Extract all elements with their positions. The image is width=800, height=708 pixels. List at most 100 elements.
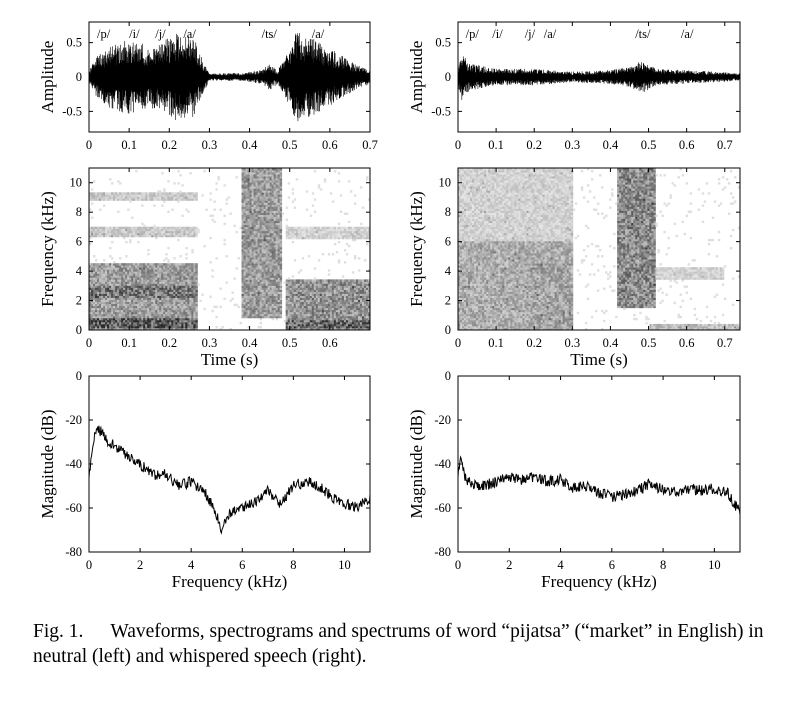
panel-neutral-spectrum: 0 2 4 6 8 10 0 -20 -40 -60 -80 Magnitude (dB) Freque… <box>38 369 371 591</box>
y-axis-label: Frequency (kHz) <box>38 191 57 307</box>
y-tick-label: -0.5 <box>431 104 451 118</box>
y-tick-label: 0.5 <box>66 36 82 50</box>
phoneme-label: /ts/ <box>635 27 651 41</box>
x-tick-label: 0.7 <box>717 336 733 350</box>
y-tick-label: 6 <box>76 235 82 249</box>
y-tick-label: -80 <box>434 545 451 559</box>
plot-area <box>89 33 370 122</box>
x-tick-label: 0.6 <box>322 138 338 152</box>
figure-caption: Fig. 1. Waveforms, spectrograms and spect… <box>33 619 773 669</box>
x-tick-label: 6 <box>239 558 245 572</box>
y-axis-label: Magnitude (dB) <box>38 409 57 518</box>
y-tick-label: 10 <box>439 176 452 190</box>
x-tick-label: 4 <box>557 558 564 572</box>
y-axis-label: Frequency (kHz) <box>407 191 426 307</box>
phoneme-label: /ts/ <box>262 27 278 41</box>
x-tick-label: 0.1 <box>488 138 504 152</box>
x-tick-label: 0.4 <box>242 138 258 152</box>
y-tick-label: -0.5 <box>62 104 82 118</box>
plot-area <box>89 425 370 535</box>
x-tick-label: 0.5 <box>641 138 657 152</box>
panel-neutral-waveform: 0 0.1 0.2 0.3 0.4 0.5 0.6 0.7 0.5 0 -0.5 Amplitude /… <box>38 21 378 152</box>
plot-area <box>458 168 740 330</box>
y-axis-label: Amplitude <box>407 41 426 114</box>
y-tick-label: 8 <box>445 205 451 219</box>
y-tick-label: -60 <box>434 501 451 515</box>
phoneme-label: /a/ <box>544 27 557 41</box>
x-tick-label: 0 <box>455 336 461 350</box>
y-axis-label: Magnitude (dB) <box>407 409 426 518</box>
x-tick-label: 0 <box>455 558 461 572</box>
waveform-trace <box>89 33 370 122</box>
panel-whispered-spectrum: 0 2 4 6 8 10 0 -20 -40 -60 -80 Magnitude (dB) Freque… <box>407 369 741 591</box>
x-tick-label: 0.4 <box>242 336 258 350</box>
x-tick-label: 0.4 <box>603 138 619 152</box>
x-tick-label: 4 <box>188 558 195 572</box>
phoneme-label: /a/ <box>681 27 694 41</box>
phoneme-label: /p/ <box>97 27 111 41</box>
phoneme-label: /j/ <box>155 27 166 41</box>
axes-frame <box>88 167 371 331</box>
phoneme-label: /i/ <box>129 27 140 41</box>
phoneme-label: /i/ <box>492 27 503 41</box>
x-tick-label: 0 <box>86 558 92 572</box>
x-tick-label: 0.5 <box>282 138 298 152</box>
x-tick-label: 0.6 <box>679 138 695 152</box>
y-tick-label: 0 <box>445 369 451 383</box>
phoneme-label: /p/ <box>466 27 480 41</box>
x-tick-label: 8 <box>290 558 296 572</box>
y-tick-label: -60 <box>65 501 82 515</box>
x-tick-label: 0 <box>86 138 92 152</box>
x-tick-label: 0.3 <box>565 138 581 152</box>
y-tick-label: 6 <box>445 235 451 249</box>
figure: 0 0.1 0.2 0.3 0.4 0.5 0.6 0.7 0.5 0 -0.5 Amplitude /… <box>38 21 741 591</box>
y-tick-label: 0 <box>76 323 82 337</box>
x-tick-label: 0.6 <box>322 336 338 350</box>
x-axis-label: Time (s) <box>201 350 258 369</box>
x-tick-label: 8 <box>660 558 666 572</box>
x-tick-label: 2 <box>137 558 143 572</box>
plot-area <box>458 56 740 100</box>
y-tick-label: -20 <box>434 413 451 427</box>
y-tick-label: 0 <box>445 70 451 84</box>
spectrum-line <box>458 455 740 515</box>
x-tick-label: 10 <box>708 558 721 572</box>
y-tick-label: -40 <box>65 457 82 471</box>
y-tick-label: 4 <box>445 264 452 278</box>
x-tick-label: 0.3 <box>565 336 581 350</box>
x-tick-label: 10 <box>338 558 351 572</box>
plot-area <box>89 168 370 330</box>
x-tick-label: 6 <box>609 558 615 572</box>
x-tick-label: 0.7 <box>717 138 733 152</box>
x-tick-label: 0.2 <box>161 336 177 350</box>
x-tick-label: 0.1 <box>121 138 137 152</box>
y-tick-label: 2 <box>76 294 82 308</box>
x-tick-label: 0 <box>455 138 461 152</box>
y-tick-label: 0 <box>445 323 451 337</box>
phoneme-label: /a/ <box>312 27 325 41</box>
waveform-trace <box>458 56 740 100</box>
x-tick-label: 0.7 <box>362 138 378 152</box>
caption-text: Waveforms, spectrograms and spectrums of… <box>33 621 764 667</box>
axes-frame <box>457 167 741 331</box>
x-tick-label: 0 <box>86 336 92 350</box>
caption-label: Fig. 1. <box>33 621 84 642</box>
panel-whispered-spectrogram: 0 0.1 0.2 0.3 0.4 0.5 0.6 0.7 0 2 4 6 8 10 Frequency (… <box>407 167 741 369</box>
y-tick-label: -40 <box>434 457 451 471</box>
panel-whispered-waveform: 0 0.1 0.2 0.3 0.4 0.5 0.6 0.7 0.5 0 -0.5 Amplitude /… <box>407 21 741 152</box>
axes-frame <box>457 375 741 553</box>
x-tick-label: 0.6 <box>679 336 695 350</box>
y-tick-label: -20 <box>65 413 82 427</box>
x-tick-label: 0.5 <box>282 336 298 350</box>
panel-neutral-spectrogram: 0 0.1 0.2 0.3 0.4 0.5 0.6 0 2 4 6 8 10 Frequency (kHz… <box>38 167 371 369</box>
spectrum-line <box>89 425 370 535</box>
y-tick-label: 0.5 <box>435 36 451 50</box>
x-axis-label: Frequency (kHz) <box>172 572 288 591</box>
y-tick-label: -80 <box>65 545 82 559</box>
x-tick-label: 0.2 <box>526 336 542 350</box>
y-axis-label: Amplitude <box>38 41 57 114</box>
x-tick-label: 0.2 <box>161 138 177 152</box>
x-tick-label: 0.2 <box>526 138 542 152</box>
x-tick-label: 0.4 <box>603 336 619 350</box>
x-axis-label: Time (s) <box>570 350 627 369</box>
